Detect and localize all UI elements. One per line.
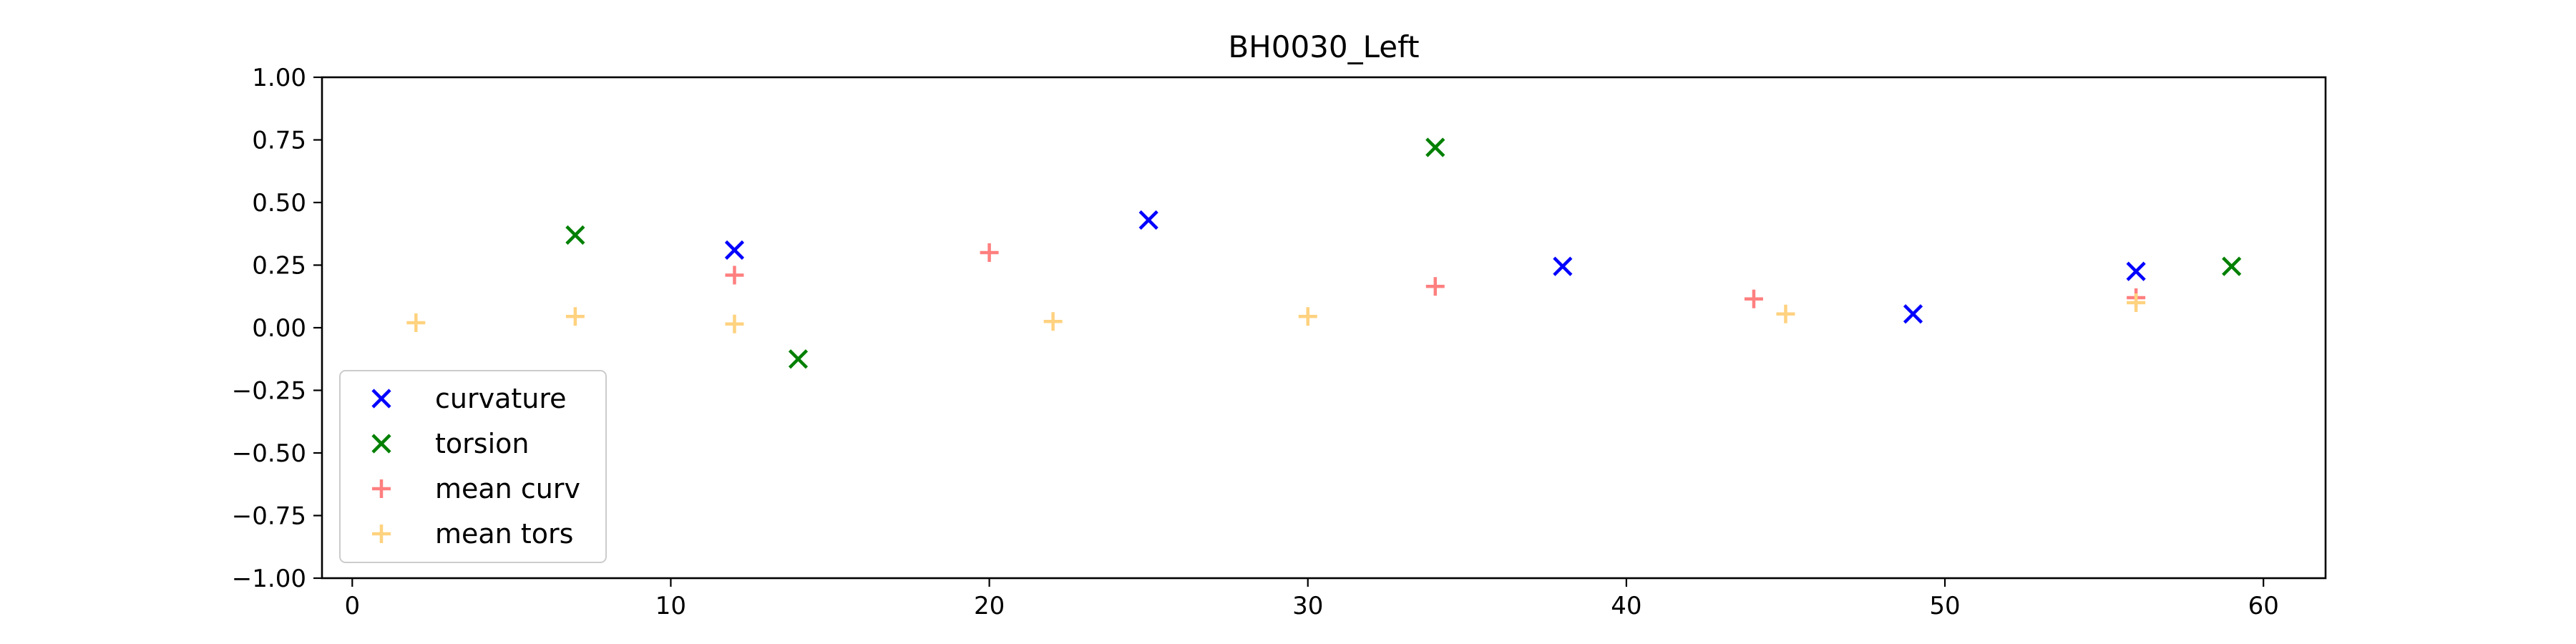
point-torsion bbox=[565, 225, 585, 245]
point-curvature bbox=[724, 240, 745, 260]
legend-entry-mean-curv: mean curv bbox=[372, 473, 580, 504]
legend-entry-torsion: torsion bbox=[371, 428, 529, 459]
series-mean-tors bbox=[406, 293, 2146, 333]
x-tick-label: 40 bbox=[1611, 592, 1641, 620]
legend-label: mean tors bbox=[435, 518, 573, 550]
series-torsion bbox=[565, 137, 2242, 369]
x-tick-label: 60 bbox=[2248, 592, 2279, 620]
point-mean-tors bbox=[565, 307, 585, 326]
point-mean-curv bbox=[1744, 289, 1763, 308]
point-curvature bbox=[2126, 261, 2146, 281]
legend-marker-torsion bbox=[371, 434, 391, 454]
point-mean-tors bbox=[725, 314, 744, 333]
legend-label: mean curv bbox=[435, 473, 580, 504]
point-torsion bbox=[788, 349, 809, 369]
y-axis: −1.00 −0.75 −0.50 −0.25 0.00 0.25 0.50 0.75 1.00 bbox=[232, 64, 322, 593]
point-curvature bbox=[1138, 210, 1158, 230]
chart-title: BH0030_Left bbox=[1228, 29, 1419, 64]
point-mean-curv bbox=[725, 265, 744, 285]
x-tick-label: 30 bbox=[1292, 592, 1323, 620]
point-mean-tors bbox=[406, 313, 426, 332]
point-torsion bbox=[1425, 137, 1445, 157]
x-tick-label: 20 bbox=[974, 592, 1005, 620]
point-mean-curv bbox=[980, 243, 999, 262]
x-tick-label: 50 bbox=[1929, 592, 1960, 620]
legend-entry-curvature: curvature bbox=[371, 383, 567, 414]
legend-label: torsion bbox=[435, 428, 529, 459]
y-tick-label: 1.00 bbox=[252, 64, 306, 92]
point-curvature bbox=[1903, 304, 1923, 324]
point-mean-curv bbox=[1425, 277, 1445, 296]
point-mean-tors bbox=[2127, 293, 2146, 312]
point-mean-tors bbox=[1043, 312, 1063, 331]
y-tick-label: 0.75 bbox=[252, 127, 306, 155]
x-tick-label: 0 bbox=[344, 592, 360, 620]
x-axis: 0 10 20 30 40 50 60 bbox=[344, 578, 2279, 620]
series-curvature bbox=[724, 210, 2146, 324]
y-tick-label: −0.25 bbox=[232, 377, 306, 406]
legend-entry-mean-tors: mean tors bbox=[372, 518, 573, 550]
point-curvature bbox=[1553, 256, 1573, 276]
point-torsion bbox=[2222, 256, 2242, 276]
legend-marker-curvature bbox=[371, 389, 391, 409]
y-tick-label: 0.50 bbox=[252, 189, 306, 218]
legend-marker-mean-tors bbox=[372, 525, 391, 543]
point-mean-tors bbox=[1776, 304, 1795, 323]
point-mean-tors bbox=[1298, 307, 1317, 326]
legend-box bbox=[339, 370, 607, 563]
data-markers bbox=[406, 137, 2242, 369]
y-tick-label: −1.00 bbox=[232, 565, 306, 593]
legend-label: curvature bbox=[435, 383, 567, 414]
legend: curvature torsion mean curv mean tors bbox=[339, 370, 607, 563]
y-tick-label: 0.00 bbox=[252, 314, 306, 343]
y-tick-label: −0.75 bbox=[232, 502, 306, 531]
legend-marker-mean-curv bbox=[372, 479, 391, 498]
y-tick-label: 0.25 bbox=[252, 252, 306, 280]
x-tick-label: 10 bbox=[655, 592, 686, 620]
y-tick-label: −0.50 bbox=[232, 439, 306, 468]
